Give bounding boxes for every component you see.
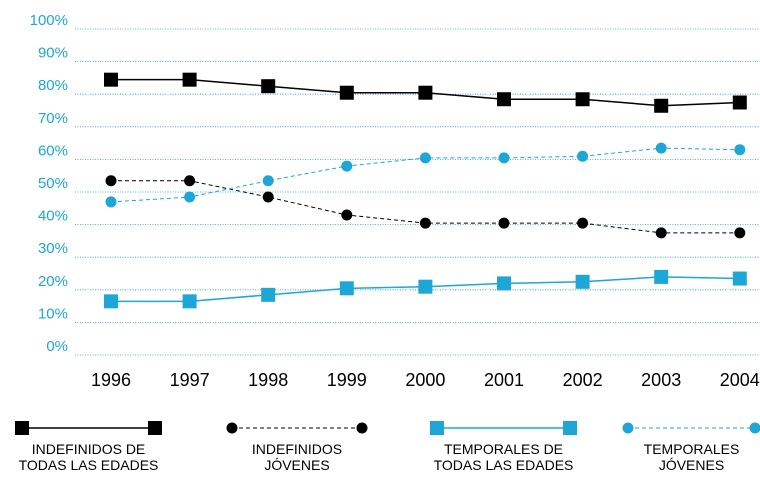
point: [418, 279, 433, 294]
point: [339, 281, 354, 296]
point: [184, 175, 196, 187]
point: [575, 274, 590, 289]
legend-marker: [622, 422, 634, 434]
x-tick-label: 1997: [170, 370, 210, 390]
point: [341, 209, 353, 221]
point: [732, 271, 747, 286]
point: [734, 227, 746, 239]
point: [261, 79, 276, 94]
point: [655, 227, 667, 239]
x-tick-label: 2000: [405, 370, 445, 390]
point: [419, 217, 431, 229]
point: [104, 294, 118, 309]
y-tick-label: 0%: [46, 338, 68, 355]
x-tick-label: 2002: [563, 370, 603, 390]
legend-marker: [430, 421, 444, 435]
point: [339, 85, 354, 100]
point: [105, 196, 117, 208]
point: [419, 152, 431, 164]
point: [262, 175, 274, 187]
x-tick-label: 1996: [91, 370, 131, 390]
point: [734, 144, 746, 156]
legend-marker: [226, 422, 238, 434]
point: [105, 175, 117, 187]
x-tick-label: 1999: [327, 370, 367, 390]
legend-marker: [356, 422, 368, 434]
legend-marker: [749, 422, 760, 434]
point: [341, 160, 353, 172]
x-tick-label: 2003: [641, 370, 681, 390]
point: [732, 95, 747, 110]
point: [577, 150, 589, 162]
y-tick-label: 80%: [38, 77, 68, 94]
point: [182, 294, 197, 309]
legend-label: INDEFINIDOS DE TODAS LAS EDADES: [18, 441, 159, 473]
y-tick-label: 100%: [30, 12, 68, 29]
point: [497, 92, 511, 107]
y-tick-label: 40%: [38, 208, 68, 225]
point: [104, 72, 118, 87]
legend-label: TEMPORALES DE TODAS LAS EDADES: [433, 441, 574, 473]
legend-marker: [15, 421, 29, 435]
y-tick-label: 70%: [38, 110, 68, 127]
legend-marker: [563, 421, 577, 435]
point: [654, 98, 669, 113]
point: [497, 276, 511, 291]
y-tick-label: 60%: [38, 142, 68, 159]
point: [655, 142, 667, 154]
x-tick-label: 2001: [484, 370, 524, 390]
legend-marker: [148, 421, 162, 435]
point: [498, 217, 510, 229]
y-tick-label: 90%: [38, 45, 68, 62]
point: [261, 287, 276, 302]
point: [577, 217, 589, 229]
y-tick-label: 50%: [38, 175, 68, 192]
legend-label: INDEFINIDOS JÓVENES: [251, 441, 343, 473]
x-tick-label: 2004: [720, 370, 760, 390]
y-tick-label: 10%: [38, 305, 68, 322]
point: [654, 269, 669, 284]
x-tick-label: 1998: [248, 370, 288, 390]
point: [262, 191, 274, 203]
point: [182, 72, 197, 87]
legend-label: TEMPORALES JÓVENES: [643, 441, 740, 473]
point: [498, 152, 510, 164]
point: [575, 92, 590, 107]
y-tick-label: 20%: [38, 273, 68, 290]
point: [418, 85, 433, 100]
point: [184, 191, 196, 203]
y-tick-label: 30%: [38, 240, 68, 257]
